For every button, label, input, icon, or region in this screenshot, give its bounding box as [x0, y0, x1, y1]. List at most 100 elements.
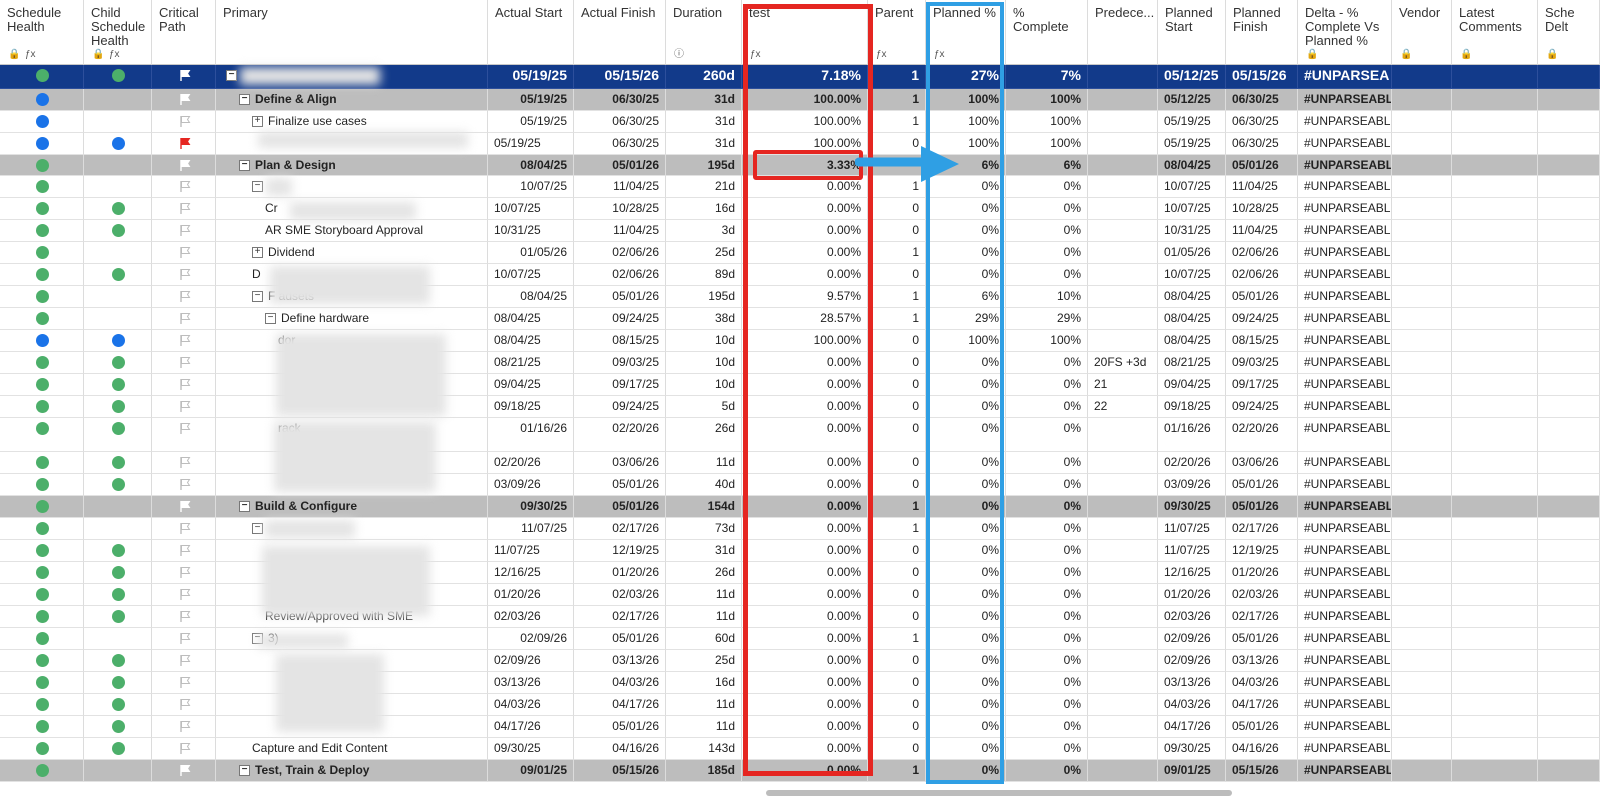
- cell-dur[interactable]: 25d: [666, 242, 742, 264]
- cell-as[interactable]: 09/01/25: [488, 760, 574, 782]
- cell-csh[interactable]: [84, 242, 152, 264]
- cell-delta[interactable]: #UNPARSEABL: [1298, 111, 1392, 133]
- cell-vendor[interactable]: [1392, 496, 1452, 518]
- cell-pp[interactable]: 0%: [926, 452, 1006, 474]
- column-header-delta[interactable]: Delta - % Complete Vs Planned % 🔒: [1298, 0, 1392, 65]
- cell-sched[interactable]: [1538, 496, 1600, 518]
- cell-csh[interactable]: [84, 65, 152, 89]
- cell-test[interactable]: 0.00%: [742, 672, 868, 694]
- cell-test[interactable]: 0.00%: [742, 242, 868, 264]
- table-row[interactable]: − Define hardware 08/04/25 09/24/25 38d 28.57…: [0, 308, 1600, 330]
- cell-pf[interactable]: 05/01/26: [1226, 286, 1298, 308]
- cell-sh[interactable]: [0, 308, 84, 330]
- cell-ps[interactable]: 09/18/25: [1158, 396, 1226, 418]
- cell-par[interactable]: 1: [868, 496, 926, 518]
- cell-lc[interactable]: [1452, 220, 1538, 242]
- summary-row[interactable]: − Plan & Design 08/04/25 05/01/26 195d 3.33% 6…: [0, 155, 1600, 176]
- cell-af[interactable]: 11/04/25: [574, 220, 666, 242]
- cell-csh[interactable]: [84, 584, 152, 606]
- cell-test[interactable]: 0.00%: [742, 518, 868, 540]
- column-header-cp[interactable]: Critical Path: [152, 0, 216, 65]
- cell-pc[interactable]: 0%: [1006, 496, 1088, 518]
- cell-as[interactable]: 08/04/25: [488, 286, 574, 308]
- cell-as[interactable]: 09/04/25: [488, 374, 574, 396]
- cell-test[interactable]: 100.00%: [742, 133, 868, 155]
- cell-lc[interactable]: [1452, 628, 1538, 650]
- cell-pf[interactable]: 04/03/26: [1226, 672, 1298, 694]
- collapse-icon[interactable]: −: [239, 501, 250, 513]
- cell-ps[interactable]: 02/20/26: [1158, 452, 1226, 474]
- cell-pri[interactable]: AR SME Storyboard Approval: [216, 220, 488, 242]
- cell-af[interactable]: 05/01/26: [574, 474, 666, 496]
- flag-icon[interactable]: [179, 610, 191, 622]
- cell-ps[interactable]: 08/21/25: [1158, 352, 1226, 374]
- cell-par[interactable]: 0: [868, 694, 926, 716]
- column-header-pri[interactable]: Primary: [216, 0, 488, 65]
- cell-test[interactable]: 0.00%: [742, 264, 868, 286]
- cell-pri[interactable]: − Test, Train & Deploy: [216, 760, 488, 782]
- cell-sched[interactable]: [1538, 418, 1600, 452]
- flag-icon[interactable]: [179, 764, 191, 776]
- cell-sh[interactable]: [0, 418, 84, 452]
- cell-dur[interactable]: 16d: [666, 198, 742, 220]
- cell-vendor[interactable]: [1392, 716, 1452, 738]
- cell-vendor[interactable]: [1392, 518, 1452, 540]
- cell-pred[interactable]: [1088, 264, 1158, 286]
- cell-par[interactable]: 1: [868, 111, 926, 133]
- expand-icon[interactable]: +: [252, 116, 263, 128]
- cell-pc[interactable]: 7%: [1006, 65, 1088, 89]
- cell-pc[interactable]: 0%: [1006, 672, 1088, 694]
- cell-delta[interactable]: #UNPARSEABL: [1298, 396, 1392, 418]
- cell-cp[interactable]: [152, 518, 216, 540]
- cell-lc[interactable]: [1452, 264, 1538, 286]
- cell-sh[interactable]: [0, 352, 84, 374]
- cell-sh[interactable]: [0, 220, 84, 242]
- cell-pp[interactable]: 0%: [926, 220, 1006, 242]
- cell-sh[interactable]: [0, 286, 84, 308]
- cell-pp[interactable]: 0%: [926, 540, 1006, 562]
- cell-pri[interactable]: Capture and Edit Content: [216, 738, 488, 760]
- cell-pf[interactable]: 04/17/26: [1226, 694, 1298, 716]
- cell-ps[interactable]: 09/01/25: [1158, 760, 1226, 782]
- cell-pred[interactable]: 20FS +3d: [1088, 352, 1158, 374]
- cell-par[interactable]: 0: [868, 650, 926, 672]
- cell-delta[interactable]: #UNPARSEABL: [1298, 352, 1392, 374]
- cell-pc[interactable]: 0%: [1006, 540, 1088, 562]
- cell-cp[interactable]: [152, 133, 216, 155]
- cell-lc[interactable]: [1452, 65, 1538, 89]
- flag-icon[interactable]: [179, 69, 191, 81]
- cell-dur[interactable]: 185d: [666, 760, 742, 782]
- cell-lc[interactable]: [1452, 760, 1538, 782]
- cell-pc[interactable]: 0%: [1006, 198, 1088, 220]
- cell-test[interactable]: 0.00%: [742, 606, 868, 628]
- cell-par[interactable]: 1: [868, 286, 926, 308]
- cell-delta[interactable]: #UNPARSEABLE: [1298, 89, 1392, 111]
- table-row[interactable]: Capture and Edit Content 09/30/25 04/16/26…: [0, 738, 1600, 760]
- cell-pc[interactable]: 0%: [1006, 694, 1088, 716]
- cell-par[interactable]: 0: [868, 220, 926, 242]
- collapse-icon[interactable]: −: [252, 523, 263, 535]
- cell-par[interactable]: 1: [868, 628, 926, 650]
- cell-af[interactable]: 08/15/25: [574, 330, 666, 352]
- cell-pf[interactable]: 06/30/25: [1226, 111, 1298, 133]
- cell-csh[interactable]: [84, 672, 152, 694]
- cell-test[interactable]: 28.57%: [742, 308, 868, 330]
- cell-csh[interactable]: [84, 89, 152, 111]
- cell-pred[interactable]: [1088, 111, 1158, 133]
- cell-test[interactable]: 0.00%: [742, 650, 868, 672]
- cell-cp[interactable]: [152, 716, 216, 738]
- cell-delta[interactable]: #UNPARSEABL: [1298, 418, 1392, 452]
- cell-dur[interactable]: 31d: [666, 133, 742, 155]
- cell-pp[interactable]: 27%: [926, 65, 1006, 89]
- cell-lc[interactable]: [1452, 650, 1538, 672]
- cell-sched[interactable]: [1538, 264, 1600, 286]
- cell-ps[interactable]: 01/20/26: [1158, 584, 1226, 606]
- cell-cp[interactable]: [152, 452, 216, 474]
- cell-as[interactable]: 02/03/26: [488, 606, 574, 628]
- collapse-icon[interactable]: −: [252, 291, 263, 303]
- cell-dur[interactable]: 5d: [666, 396, 742, 418]
- cell-test[interactable]: 7.18%: [742, 65, 868, 89]
- cell-delta[interactable]: #UNPARSEABL: [1298, 133, 1392, 155]
- cell-par[interactable]: 0: [868, 584, 926, 606]
- column-header-sched[interactable]: Sche Delt 🔒: [1538, 0, 1600, 65]
